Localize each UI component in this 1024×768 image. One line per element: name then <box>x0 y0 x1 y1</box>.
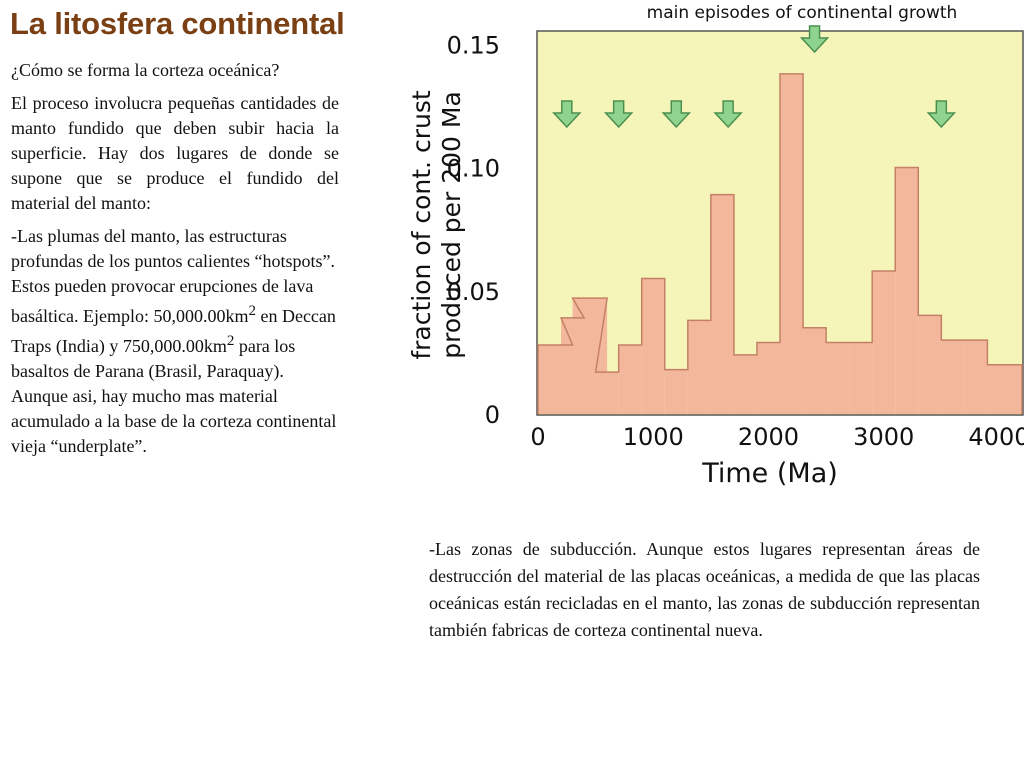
growth-episode-arrow-icon <box>603 100 634 129</box>
chart-title: main episodes of continental growth <box>647 3 958 23</box>
process-paragraph: El proceso involucra pequeñas cantidades… <box>11 93 339 213</box>
bar <box>1010 364 1022 414</box>
bar <box>872 271 896 414</box>
bar <box>733 354 757 414</box>
bar <box>918 315 942 414</box>
growth-episode-arrow-icon <box>552 100 582 129</box>
y-tick-label: 0.10 <box>447 155 500 183</box>
y-tick-label: 0.15 <box>447 31 500 59</box>
bar <box>895 167 919 414</box>
x-axis-label: Time (Ma) <box>701 458 838 489</box>
x-tick-label: 2000 <box>738 423 799 451</box>
bar <box>987 364 1011 414</box>
chart-svg: main episodes of continental growth 0 0.0… <box>407 3 1024 489</box>
bar <box>664 369 688 414</box>
bar <box>964 340 988 414</box>
bar <box>803 327 827 414</box>
y-axis-label: fraction of cont. crustproduced per 200 … <box>407 90 466 359</box>
x-tick-label: 3000 <box>853 423 914 451</box>
x-tick-label: 4000 <box>968 423 1024 451</box>
subduction-paragraph: -Las zonas de subducción. Aunque estos l… <box>429 539 980 640</box>
growth-episode-arrow-icon <box>799 25 830 54</box>
y-ticks: 0 0.05 0.10 0.15 <box>447 31 500 429</box>
bar <box>780 73 804 414</box>
superscript-2-b: 2 <box>226 333 235 349</box>
y-tick-label: 0.05 <box>447 278 500 306</box>
left-text-block: ¿Cómo se forma la corteza oceánica? El p… <box>11 58 339 467</box>
y-tick-label: 0 <box>485 401 500 429</box>
bar <box>849 342 873 414</box>
mantle-plumes-paragraph: -Las plumas del manto, las estructuras p… <box>11 224 339 459</box>
superscript-2-a: 2 <box>248 303 256 319</box>
bar <box>687 320 711 414</box>
plumes-text-2: en Deccan Traps (India) y 750,000.00km <box>11 306 336 356</box>
x-tick-label: 0 <box>530 423 545 451</box>
x-ticks: 0 1000 2000 3000 4000 <box>530 423 1024 451</box>
bar-outline <box>537 73 1023 414</box>
bar <box>826 342 850 414</box>
growth-episode-arrow-icon <box>713 100 743 129</box>
x-tick-label: 1000 <box>623 423 684 451</box>
growth-episode-arrow-icon <box>661 100 692 129</box>
bar <box>595 372 619 414</box>
slide-title: La litosfera continental <box>10 6 345 41</box>
bar <box>756 342 780 414</box>
plumes-text-1: -Las plumas del manto, las estructuras p… <box>11 226 335 326</box>
bar <box>641 278 665 414</box>
bar <box>618 344 642 414</box>
plumes-text-3: para los basaltos de Parana (Brasil, Par… <box>11 336 337 456</box>
bars-group <box>537 73 1023 414</box>
arrows-group <box>552 25 957 129</box>
growth-episode-arrow-icon <box>926 100 957 129</box>
question-paragraph: ¿Cómo se forma la corteza oceánica? <box>11 60 280 80</box>
continental-growth-chart: main episodes of continental growth 0 0.0… <box>380 0 1024 500</box>
bar <box>941 340 965 414</box>
bar <box>710 194 734 414</box>
